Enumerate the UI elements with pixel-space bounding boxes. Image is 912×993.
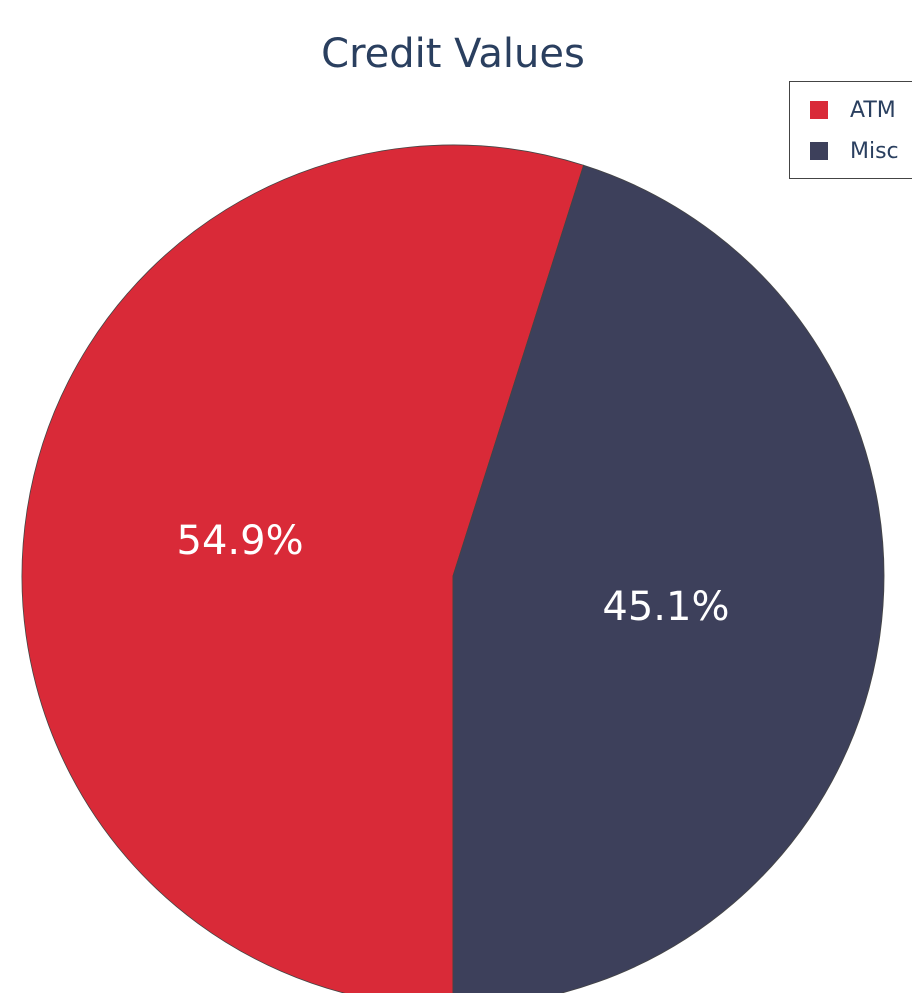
legend-swatch: [810, 101, 828, 119]
slice-label: 54.9%: [177, 518, 304, 564]
legend-label: Misc: [850, 139, 899, 164]
legend-label: ATM: [850, 98, 896, 123]
legend-swatch: [810, 142, 828, 160]
legend-box: [789, 81, 912, 179]
chart-title: Credit Values: [321, 31, 585, 77]
pie-slice: [452, 164, 885, 993]
pie-slice: [21, 144, 585, 993]
slice-label: 45.1%: [602, 584, 729, 630]
